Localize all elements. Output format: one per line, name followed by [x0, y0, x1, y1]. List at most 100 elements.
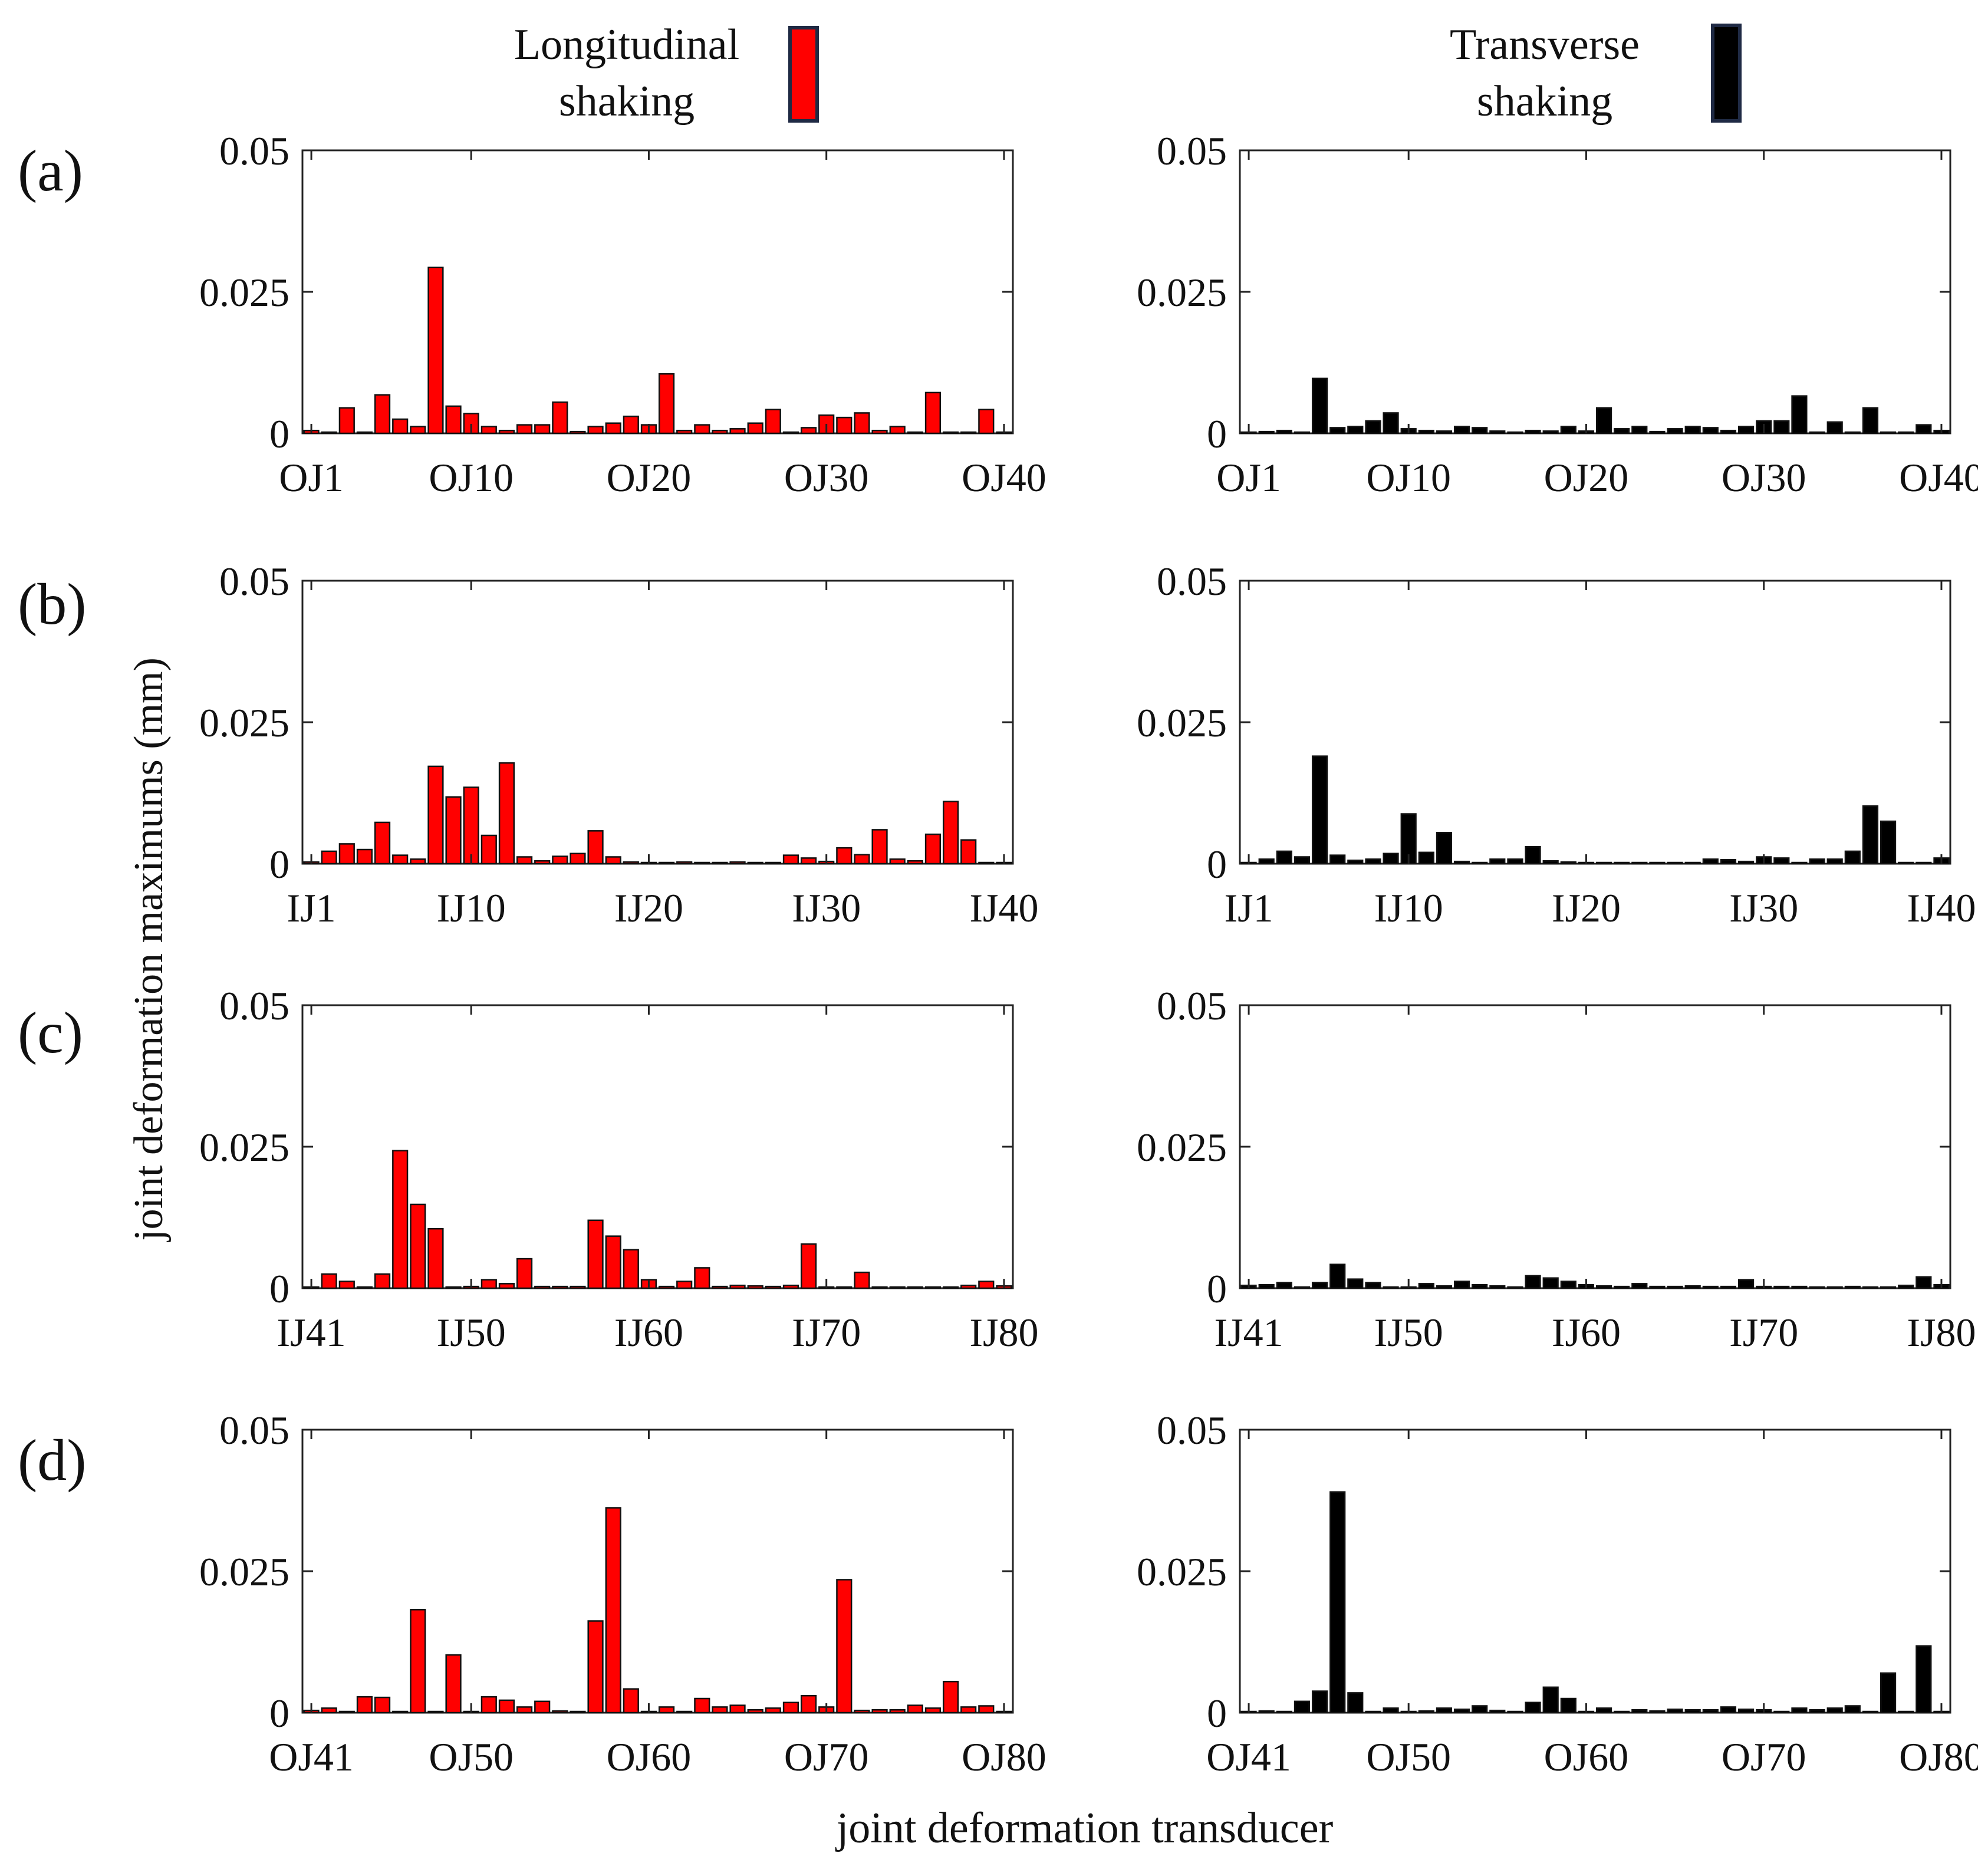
- bar: [1667, 861, 1683, 865]
- bar: [1383, 1286, 1399, 1289]
- bar: [942, 1680, 959, 1714]
- bar: [338, 1710, 355, 1714]
- bar: [1614, 1710, 1630, 1714]
- bar: [1720, 1285, 1737, 1289]
- bar: [570, 1285, 586, 1289]
- bar: [1453, 860, 1470, 865]
- bar: [1916, 1645, 1932, 1714]
- x-tick-label: IJ70: [1729, 1310, 1798, 1355]
- bar: [374, 1696, 391, 1714]
- bar: [1525, 429, 1541, 435]
- bar: [498, 762, 515, 865]
- bar: [605, 1235, 621, 1289]
- y-tick-label: 0.025: [199, 1125, 289, 1170]
- bar: [1436, 831, 1453, 865]
- bar: [1737, 1279, 1755, 1289]
- x-tick-label: IJ10: [437, 886, 506, 930]
- plot-frame: [1239, 1429, 1951, 1714]
- bar: [1489, 1285, 1506, 1289]
- bar: [1311, 377, 1328, 435]
- bar: [1880, 1672, 1897, 1714]
- bar: [1595, 407, 1612, 435]
- x-tick-label: OJ50: [429, 1735, 514, 1779]
- x-tick-label: IJ50: [1374, 1310, 1443, 1355]
- bar: [1737, 860, 1755, 865]
- bar: [445, 1286, 462, 1289]
- bar: [1737, 426, 1755, 435]
- bar: [392, 418, 409, 435]
- bar: [1773, 857, 1790, 865]
- bar: [871, 829, 888, 865]
- bar: [623, 861, 639, 865]
- x-tick-label: IJ50: [437, 1310, 506, 1355]
- bar: [854, 854, 870, 865]
- bar: [712, 429, 728, 435]
- y-tick-label: 0: [269, 412, 289, 456]
- y-tick-label: 0.05: [219, 559, 289, 604]
- bar: [516, 424, 533, 435]
- bar: [782, 854, 799, 865]
- bar: [1347, 1278, 1364, 1289]
- bar: [1294, 856, 1311, 865]
- bar: [800, 427, 817, 435]
- bar: [1826, 1286, 1843, 1289]
- panel-label-d: (d): [18, 1427, 87, 1493]
- bar: [1720, 1706, 1737, 1714]
- x-tick-label: IJ1: [1225, 886, 1273, 930]
- bar: [321, 850, 337, 865]
- y-tick-label: 0: [1207, 1266, 1227, 1311]
- x-tick-label: OJ50: [1366, 1735, 1451, 1779]
- bar: [765, 861, 781, 865]
- x-tick-label: IJ20: [614, 886, 683, 930]
- bar: [445, 1654, 462, 1714]
- bar: [1684, 861, 1701, 865]
- y-tick-label: 0: [269, 842, 289, 887]
- bar: [1631, 1709, 1648, 1714]
- bar: [392, 854, 409, 865]
- bar: [960, 839, 977, 865]
- bar: [978, 1281, 995, 1289]
- bar: [978, 861, 995, 865]
- bar: [1631, 861, 1648, 865]
- x-tick-label: OJ30: [784, 455, 869, 500]
- bar: [516, 1258, 533, 1289]
- bar: [1791, 1285, 1808, 1289]
- bar: [1595, 861, 1612, 865]
- bar: [1329, 1263, 1346, 1289]
- bar: [356, 848, 373, 865]
- bar: [1649, 430, 1666, 435]
- plot-frame: [301, 1429, 1014, 1714]
- bar: [1258, 1710, 1275, 1714]
- bar: [1276, 1282, 1292, 1289]
- legend-label-longitudinal-line1: Longitudinal: [514, 21, 739, 69]
- legend-label-longitudinal-line2: shaking: [559, 77, 695, 126]
- y-tick-label: 0.05: [219, 129, 289, 173]
- bar: [889, 1286, 906, 1289]
- bar: [1649, 1710, 1666, 1714]
- bar: [694, 861, 710, 865]
- bar: [1862, 1286, 1879, 1289]
- x-tick-label: OJ80: [962, 1735, 1046, 1779]
- bar: [356, 431, 373, 435]
- y-tick-label: 0: [269, 1266, 289, 1311]
- bar: [658, 1706, 675, 1714]
- bar: [570, 853, 586, 865]
- bar: [1418, 429, 1434, 435]
- bar: [924, 833, 942, 865]
- y-tick-label: 0.05: [1157, 129, 1227, 173]
- x-tick-label: OJ70: [784, 1735, 869, 1779]
- bar: [1702, 858, 1719, 865]
- x-tick-label: OJ40: [962, 455, 1046, 500]
- bar: [1809, 1286, 1825, 1289]
- x-tick-label: IJ80: [969, 1310, 1038, 1355]
- bar: [1631, 1283, 1648, 1289]
- chart-b-transverse: 0 0.025 0.05 IJ1 IJ10 IJ20 IJ30 IJ40: [1137, 559, 1976, 930]
- bar: [854, 412, 870, 435]
- bar: [1329, 854, 1346, 865]
- x-axis-label: joint deformation transducer: [835, 1804, 1334, 1852]
- x-tick-label: IJ41: [1215, 1310, 1283, 1355]
- bar: [605, 856, 621, 865]
- bar: [782, 431, 799, 435]
- bar: [1809, 1709, 1825, 1714]
- bar: [1702, 1709, 1719, 1714]
